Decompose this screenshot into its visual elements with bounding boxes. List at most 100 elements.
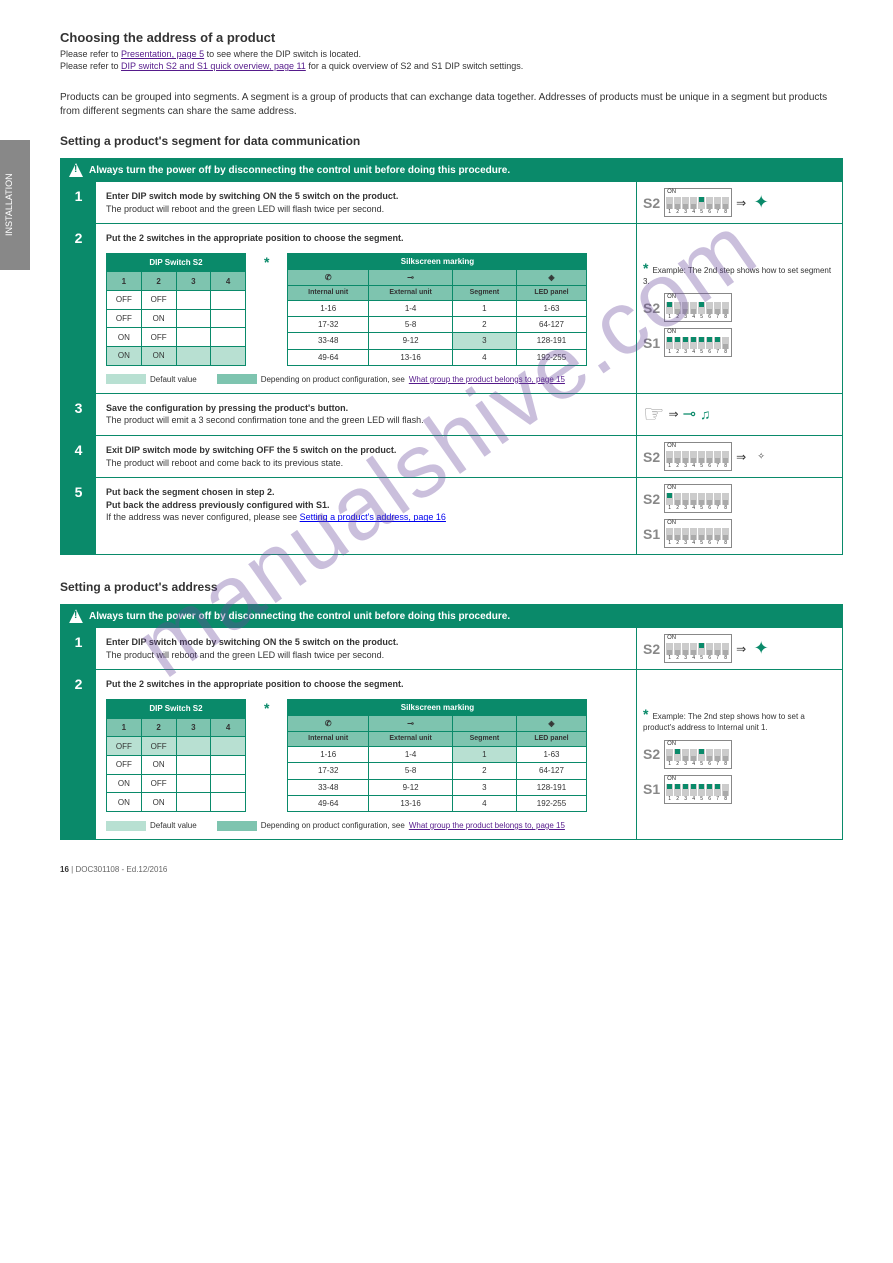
step-text: Put the 2 switches in the appropriate po… — [106, 233, 404, 243]
step-text: Save the configuration by pressing the p… — [106, 403, 348, 413]
step-text: Put the 2 switches in the appropriate po… — [106, 679, 404, 689]
step-num: 4 — [61, 436, 96, 477]
dip-label: S2 — [643, 300, 660, 316]
dip-s2-row: S2 ON12345678 — [643, 484, 836, 513]
ref2-post: for a quick overview of S2 and S1 DIP sw… — [306, 61, 523, 71]
step-num: 2 — [61, 670, 96, 839]
dip-s2-row: S2 ON12345678 — [643, 740, 836, 769]
step-text: Enter DIP switch mode by switching ON th… — [106, 191, 398, 201]
dip-switch: ON12345678 — [664, 634, 732, 663]
step-visual: *Example: The 2nd step shows how to set … — [637, 670, 842, 839]
ref1-pre: Please refer to — [60, 49, 121, 59]
section2-title: Setting a product's address — [60, 580, 843, 594]
step-sub: The product will reboot and the green LE… — [106, 204, 384, 214]
dip-switch: ON12345678 — [664, 442, 732, 471]
step-visual: *Example: The 2nd step shows how to set … — [637, 224, 842, 393]
dip-switch: ON12345678 — [664, 740, 732, 769]
hand-icon: ☞ — [643, 400, 665, 429]
intro-text: Products can be grouped into segments. A… — [60, 91, 843, 119]
ref2-pre: Please refer to — [60, 61, 121, 71]
arrow-icon: ⇒ — [736, 196, 746, 210]
dip-switch: ON12345678 — [664, 328, 732, 357]
proc1-step5: 5 Put back the segment chosen in step 2.… — [61, 477, 842, 554]
star-note: *Example: The 2nd step shows how to set … — [643, 260, 836, 288]
arrow-icon: ⇒ — [736, 642, 746, 656]
proc2-step2: 2 Put the 2 switches in the appropriate … — [61, 669, 842, 839]
marking-table: Silkscreen marking✆⊸◈Internal unitExtern… — [287, 253, 587, 366]
step-visual: S2 ON12345678 ⇒ ✦ — [637, 182, 842, 223]
marking-table: Silkscreen marking✆⊸◈Internal unitExtern… — [287, 699, 587, 812]
procedure-2: Always turn the power off by disconnecti… — [60, 604, 843, 840]
legend: Default value Depending on product confi… — [106, 374, 626, 385]
dip-switch: ON12345678 — [664, 293, 732, 322]
legend-box — [217, 374, 257, 384]
step-visual: S2 ON12345678 ⇒ ✧ — [637, 436, 842, 477]
step5-link[interactable]: Setting a product's address, page 16 — [300, 512, 446, 522]
warning-icon — [69, 163, 83, 177]
proc1-step3: 3 Save the configuration by pressing the… — [61, 393, 842, 435]
step-num: 1 — [61, 182, 96, 223]
proc1-head-text: Always turn the power off by disconnecti… — [89, 165, 510, 176]
warning-icon — [69, 609, 83, 623]
proc2-head-text: Always turn the power off by disconnecti… — [89, 611, 510, 622]
page-content: Choosing the address of a product Please… — [0, 0, 893, 894]
arrow-icon: ⇒ — [669, 407, 679, 421]
step-num: 3 — [61, 394, 96, 435]
dip-switch: ON12345678 — [664, 188, 732, 217]
legend-link[interactable]: What group the product belongs to, page … — [409, 374, 565, 385]
star-text: Example: The 2nd step shows how to set s… — [643, 266, 831, 286]
music-note-icon: ♫ — [700, 406, 711, 422]
dip-switch: ON12345678 — [664, 775, 732, 804]
doc-id: DOC301108 - Ed.12/2016 — [75, 865, 167, 874]
dip-s1-row: S1 ON12345678 — [643, 519, 836, 548]
page-number: 16 — [60, 865, 69, 874]
segment-tables: DIP Switch S21234OFFOFFOFFONONOFFONON * … — [106, 253, 626, 366]
section1-title: Setting a product's segment for data com… — [60, 134, 843, 148]
step-visual: S2 ON12345678 ⇒ ✦ — [637, 628, 842, 669]
step-body: Save the configuration by pressing the p… — [96, 394, 637, 435]
step-text2: Put back the address previously configur… — [106, 500, 330, 510]
dip-s2-row: S2 ON12345678 ⇒ ✦ — [643, 188, 836, 217]
ref1-link[interactable]: Presentation, page 5 — [121, 49, 204, 59]
reference-1: Please refer to Presentation, page 5 to … — [60, 49, 843, 59]
step-body: Enter DIP switch mode by switching ON th… — [96, 182, 637, 223]
proc2-step1: 1 Enter DIP switch mode by switching ON … — [61, 627, 842, 669]
legend-link[interactable]: What group the product belongs to, page … — [409, 820, 565, 831]
step-num: 2 — [61, 224, 96, 393]
legend-box — [106, 374, 146, 384]
step-sub: The product will reboot and come back to… — [106, 458, 343, 468]
step-num: 5 — [61, 478, 96, 554]
legend-box — [217, 821, 257, 831]
legend-item: Default value — [106, 374, 197, 385]
star-note: *Example: The 2nd step shows how to set … — [643, 706, 836, 734]
dip-table: DIP Switch S21234OFFOFFOFFONONOFFONON — [106, 699, 246, 812]
dip-label: S2 — [643, 641, 660, 657]
dip-s2-row: S2 ON12345678 ⇒ ✧ — [643, 442, 836, 471]
proc1-step1: 1 Enter DIP switch mode by switching ON … — [61, 181, 842, 223]
led-flash-icon: ✦ — [750, 192, 772, 214]
legend-item: Depending on product configuration, see … — [217, 374, 565, 385]
step-body: Exit DIP switch mode by switching OFF th… — [96, 436, 637, 477]
legend: Default value Depending on product confi… — [106, 820, 626, 831]
step-text: Exit DIP switch mode by switching OFF th… — [106, 445, 396, 455]
dip-switch: ON12345678 — [664, 519, 732, 548]
legend-label: Depending on product configuration, see — [261, 374, 405, 385]
step-visual: S2 ON12345678 S1 ON12345678 — [637, 478, 842, 554]
page-title: Choosing the address of a product — [60, 30, 843, 45]
page-header: Choosing the address of a product Please… — [60, 30, 843, 71]
legend-item: Default value — [106, 820, 197, 831]
legend-box — [106, 821, 146, 831]
dip-label: S2 — [643, 746, 660, 762]
proc1-step4: 4 Exit DIP switch mode by switching OFF … — [61, 435, 842, 477]
procedure-1: Always turn the power off by disconnecti… — [60, 158, 843, 555]
ref2-link[interactable]: DIP switch S2 and S1 quick overview, pag… — [121, 61, 306, 71]
dip-switch: ON12345678 — [664, 484, 732, 513]
dip-label: S2 — [643, 195, 660, 211]
star-text: Example: The 2nd step shows how to set a… — [643, 712, 805, 732]
link-pre: If the address was never configured, ple… — [106, 512, 300, 522]
step-visual: ☞ ⇒ ⊸ ♫ — [637, 394, 842, 435]
step-body: Enter DIP switch mode by switching ON th… — [96, 628, 637, 669]
proc1-warning: Always turn the power off by disconnecti… — [61, 159, 842, 181]
step-body: Put back the segment chosen in step 2. P… — [96, 478, 637, 554]
segment-tables: DIP Switch S21234OFFOFFOFFONONOFFONON * … — [106, 699, 626, 812]
